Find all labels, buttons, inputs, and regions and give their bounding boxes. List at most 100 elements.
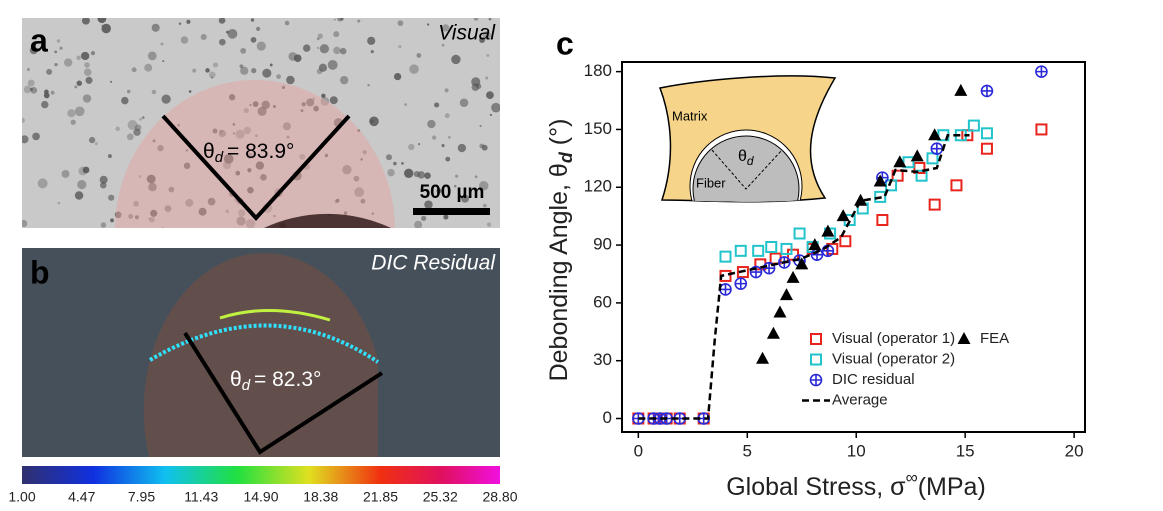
speckle xyxy=(114,211,122,219)
speckle xyxy=(228,94,236,101)
marker xyxy=(1035,123,1048,136)
speckle xyxy=(84,62,90,68)
y-tick-label: 60 xyxy=(593,292,612,311)
speckle xyxy=(146,174,156,184)
speckle xyxy=(212,128,218,134)
speckle xyxy=(317,46,320,50)
speckle xyxy=(306,98,315,107)
speckle xyxy=(459,98,469,108)
scale-bar xyxy=(413,208,490,215)
speckle xyxy=(56,39,61,43)
speckle xyxy=(486,91,494,100)
speckle xyxy=(226,30,229,34)
speckle xyxy=(22,117,25,124)
speckle xyxy=(245,218,256,228)
x-tick-label: 5 xyxy=(743,441,752,460)
marker xyxy=(786,270,800,283)
x-tick-label: 15 xyxy=(956,441,975,460)
speckle xyxy=(284,20,290,26)
speckle xyxy=(115,126,120,132)
speckle xyxy=(76,55,81,61)
speckle xyxy=(205,68,210,73)
y-tick-label: 120 xyxy=(584,177,612,196)
speckle xyxy=(397,20,404,27)
speckle xyxy=(90,51,96,56)
speckle xyxy=(211,76,214,79)
speckle xyxy=(317,33,323,39)
speckle xyxy=(151,89,157,95)
speckle xyxy=(386,154,393,161)
speckle xyxy=(251,68,257,74)
angle-lines xyxy=(183,331,384,455)
speckle xyxy=(269,63,273,67)
speckle xyxy=(157,144,164,152)
colorbar-label: 21.85 xyxy=(363,489,398,505)
colorbar-label: 7.95 xyxy=(128,489,155,505)
speckle xyxy=(59,46,63,50)
speckle xyxy=(41,100,49,109)
speckle xyxy=(418,143,421,146)
marker xyxy=(980,127,993,140)
speckle xyxy=(54,50,58,54)
speckle xyxy=(481,144,488,151)
marker xyxy=(961,129,974,142)
speckle xyxy=(74,191,84,200)
speckle xyxy=(276,74,281,79)
speckle xyxy=(100,222,107,228)
speckle xyxy=(192,68,197,73)
marker xyxy=(719,250,732,263)
speckle xyxy=(436,188,442,194)
marker xyxy=(719,283,732,296)
marker xyxy=(762,261,776,275)
speckle xyxy=(256,41,266,51)
speckle xyxy=(486,222,492,227)
speckle xyxy=(473,18,479,21)
speckle xyxy=(339,47,347,55)
speckle xyxy=(161,226,164,228)
speckle xyxy=(427,119,436,129)
speckle xyxy=(471,83,480,91)
marker xyxy=(821,224,835,237)
plot: 0 5 10 15 20 0 30 60 90 120 150 180 Visual (operator… xyxy=(584,61,1084,460)
colorbar-label: 11.43 xyxy=(184,489,218,505)
caption: Visual xyxy=(438,22,496,45)
panel-label: a xyxy=(30,22,48,58)
speckle xyxy=(360,158,363,161)
y-tick-label: 150 xyxy=(584,119,612,138)
speckle xyxy=(185,198,194,207)
speckle xyxy=(149,216,155,223)
x-tick-label: 20 xyxy=(1065,441,1084,460)
speckle xyxy=(360,198,366,204)
speckle xyxy=(57,201,61,205)
speckle xyxy=(353,175,360,182)
speckle xyxy=(367,36,376,45)
y-tick-label: 90 xyxy=(593,235,612,254)
speckle xyxy=(324,153,329,158)
speckle xyxy=(46,68,53,75)
speckle xyxy=(164,205,172,213)
speckle xyxy=(414,220,423,228)
speckle xyxy=(219,129,224,134)
inset-label: Fiber xyxy=(696,175,726,190)
speckle xyxy=(451,54,461,65)
speckle xyxy=(286,75,295,85)
speckle xyxy=(312,97,316,101)
panel-a-image xyxy=(22,18,500,228)
marker xyxy=(756,351,770,364)
y-tick-label: 180 xyxy=(584,61,612,80)
speckle xyxy=(247,186,254,194)
speckle xyxy=(29,87,33,91)
panel-label: c xyxy=(556,25,574,61)
speckle xyxy=(261,100,270,110)
speckle xyxy=(262,68,272,78)
speckle xyxy=(178,22,182,26)
marker xyxy=(873,174,887,187)
speckle xyxy=(335,198,340,203)
marker xyxy=(950,179,963,192)
speckle xyxy=(162,60,165,63)
speckle xyxy=(107,154,112,159)
speckle xyxy=(235,170,241,176)
legend-swatch xyxy=(809,373,823,387)
marker xyxy=(980,84,994,98)
average-line xyxy=(638,133,970,420)
